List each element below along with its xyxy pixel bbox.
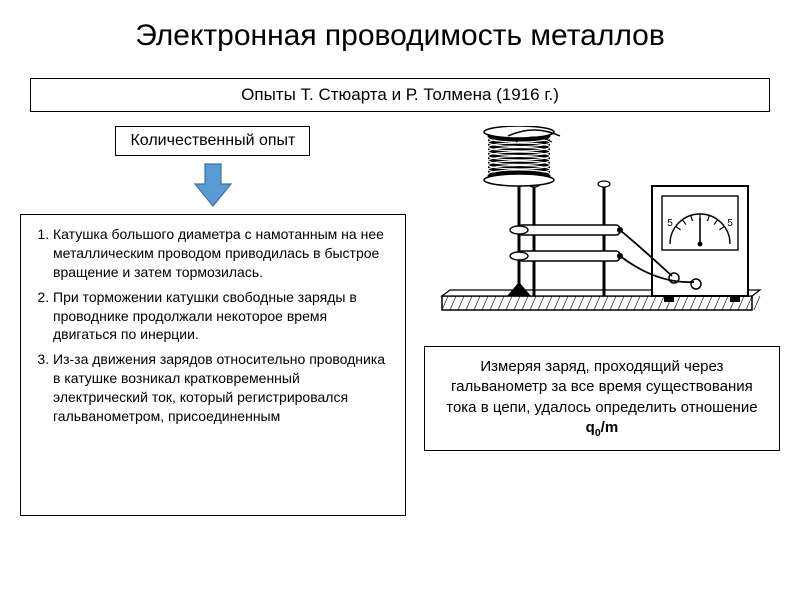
- svg-text:5: 5: [727, 218, 733, 229]
- content-row: Количественный опыт Катушка большого диа…: [20, 126, 780, 516]
- experiment-step: Из-за движения зарядов относительно пров…: [53, 350, 393, 426]
- experiment-step: При торможении катушки свободные заряды …: [53, 288, 393, 345]
- experiment-step: Катушка большого диаметра с намотанным н…: [53, 225, 393, 282]
- left-column: Количественный опыт Катушка большого диа…: [20, 126, 406, 516]
- apparatus-figure: 55: [424, 126, 780, 336]
- quantitative-label-box: Количественный опыт: [115, 126, 310, 156]
- experiment-steps-list: Катушка большого диаметра с намотанным н…: [33, 225, 393, 426]
- page-title: Электронная проводимость металлов: [0, 0, 800, 64]
- figure-caption: Измеряя заряд, проходящий через гальвано…: [424, 346, 780, 451]
- down-arrow-icon: [193, 162, 233, 208]
- experiment-steps-box: Катушка большого диаметра с намотанным н…: [20, 214, 406, 516]
- ratio-expression: q0/m: [586, 419, 619, 436]
- subtitle-box: Опыты Т. Стюарта и Р. Толмена (1916 г.): [30, 78, 770, 112]
- svg-text:5: 5: [667, 218, 673, 229]
- caption-text: Измеряя заряд, проходящий через гальвано…: [446, 358, 757, 416]
- right-column: 55 Измеряя заряд, проходящий через гальв…: [424, 126, 780, 516]
